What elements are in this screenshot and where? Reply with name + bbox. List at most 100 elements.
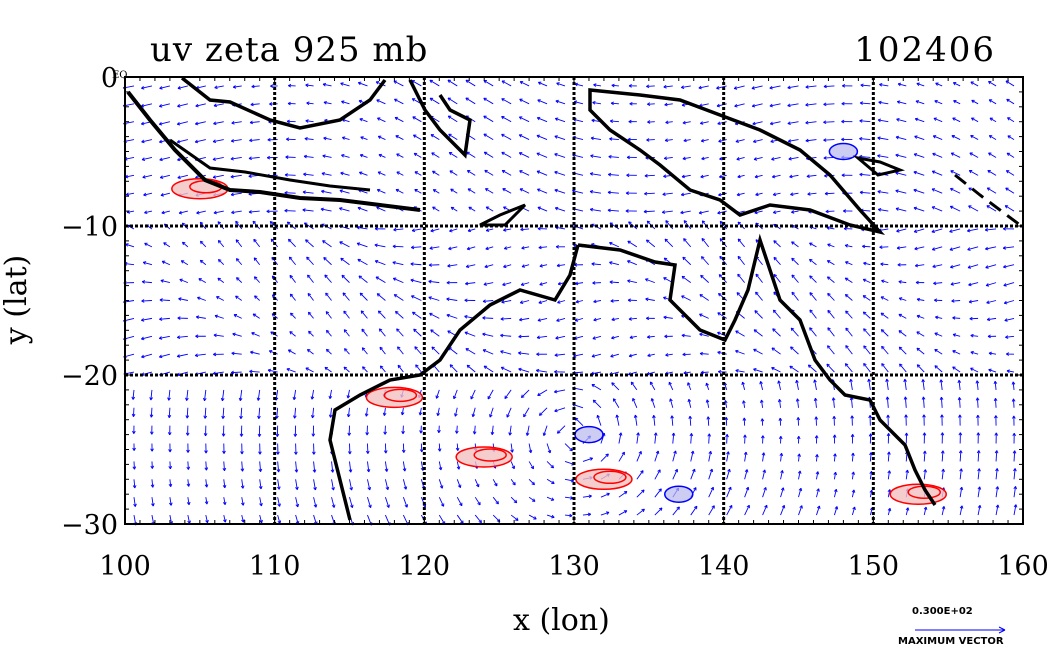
wind-vector-head [386,504,390,508]
wind-vector-head [504,395,508,400]
wind-vector-head [824,173,828,178]
wind-vector-head [132,447,136,451]
wind-vector-head [519,170,523,174]
wind-vector [433,189,440,194]
wind-vector [233,85,242,88]
wind-vector-head [745,486,750,491]
wind-vector-head [611,382,615,386]
wind-vector [447,97,458,105]
wind-vector [360,136,368,141]
wind-vector [708,468,713,480]
wind-vector [177,139,188,143]
wind-vector-head [429,246,433,250]
wind-vector-head [518,116,523,120]
wind-vector [288,349,296,355]
wind-vector-head [753,348,757,353]
wind-vector [396,153,404,158]
wind-vector [339,207,350,212]
wind-vector [343,366,350,373]
wind-vector [474,425,476,435]
wind-vector-head [952,82,957,86]
wind-vector [519,317,530,321]
wind-vector-head [878,100,882,105]
wind-vector [241,479,244,489]
wind-vector-head [159,104,163,108]
wind-vector [304,222,314,230]
wind-vector-head [719,156,723,161]
wind-vector-head [431,346,435,350]
wind-vector-head [718,192,722,197]
wind-vector-head [232,332,236,337]
wind-vector [205,461,207,471]
wind-vector-head [251,84,255,89]
wind-vector-head [725,434,729,438]
wind-vector [402,497,408,508]
wind-vector-head [897,263,901,267]
wind-vector [771,157,781,160]
wind-vector [520,300,530,304]
wind-vector-head [986,187,991,191]
wind-vector [985,228,997,231]
wind-vector-head [881,363,885,367]
wind-vector [1006,98,1015,105]
wind-vector [832,397,835,408]
wind-vector-head [895,135,900,140]
wind-vector-head [270,84,274,88]
wind-vector [967,264,979,269]
wind-vector [470,389,476,400]
wind-vector-head [827,327,831,331]
wind-vector [898,313,907,319]
wind-vector-head [1003,264,1007,269]
wind-vector-head [628,221,632,225]
wind-vector-head [221,415,225,419]
wind-vector-head [975,380,980,384]
wind-vector [681,295,691,301]
wind-vector-head [465,97,469,101]
wind-vector [845,294,853,301]
wind-vector-head [625,191,629,195]
wind-vector-head [813,379,817,383]
wind-vector-head [178,297,182,301]
wind-vector-head [484,169,488,174]
wind-vector [367,461,370,473]
wind-vector-head [396,153,400,157]
wind-vector-head [286,137,290,142]
wind-vector [217,277,225,283]
wind-vector [941,469,944,480]
wind-vector [347,407,350,417]
wind-vector [754,310,763,319]
wind-vector [905,469,908,480]
wind-vector-head [932,152,936,157]
wind-vector-head [968,170,973,174]
wind-vector [430,329,440,337]
wind-vector-head [630,381,635,386]
wind-vector [412,311,422,319]
wind-vector [447,115,458,123]
wind-vector [491,425,494,435]
wind-vector-head [833,453,837,457]
wind-vector-head [223,519,227,523]
wind-vector-head [969,152,973,156]
wind-vector-head [454,413,458,417]
wind-vector [700,353,709,355]
x-tick-label: 100 [99,551,151,582]
wind-vector-head [772,210,777,214]
wind-vector [501,151,512,158]
wind-vector [608,173,619,176]
wind-vector [392,261,404,266]
wind-vector [448,152,458,158]
wind-vector [230,174,242,178]
wind-vector-head [688,415,693,420]
wind-vector-head [673,450,677,454]
wind-vector [294,407,297,419]
wind-vector [607,209,619,212]
wind-vector-head [513,499,518,504]
wind-vector-head [626,155,630,160]
wind-vector-head [921,379,925,383]
wind-vector [773,240,781,248]
wind-vector [395,311,404,319]
wind-vector [600,511,610,516]
wind-vector-head [718,369,722,374]
wind-vector [159,353,171,358]
wind-vector [213,103,224,107]
